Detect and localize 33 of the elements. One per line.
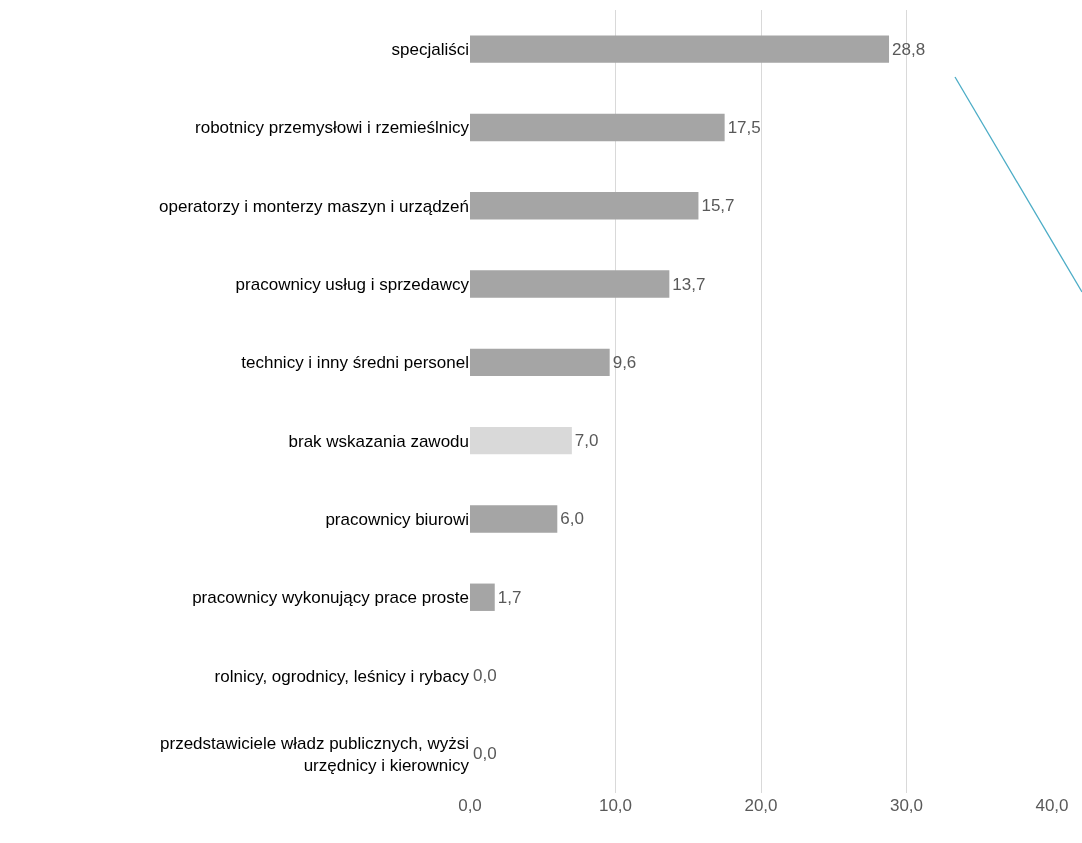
data-label: 0,0 bbox=[473, 666, 497, 686]
data-label: 28,8 bbox=[892, 39, 926, 59]
y-tick-label: brak wskazania zawodu bbox=[288, 431, 469, 451]
y-tick-label: rolnicy, ogrodnicy, leśnicy i rybacy bbox=[214, 666, 470, 686]
y-tick-label: specjaliści bbox=[391, 40, 469, 60]
bar bbox=[470, 270, 670, 298]
bar bbox=[470, 583, 495, 611]
data-label: 17,5 bbox=[727, 117, 761, 137]
bar bbox=[470, 426, 572, 455]
x-tick-label: 30,0 bbox=[889, 796, 924, 815]
x-tick-label: 40,0 bbox=[1035, 796, 1069, 815]
data-label: 9,6 bbox=[612, 352, 637, 372]
bar bbox=[470, 192, 699, 220]
bar bbox=[470, 113, 725, 142]
y-tick-label: pracownicy usług i sprzedawcy bbox=[235, 275, 470, 294]
y-tick-label: pracownicy biurowi bbox=[325, 509, 469, 529]
data-label: 13,7 bbox=[672, 274, 706, 294]
y-tick-label: przedstawiciele władz publicznych, wyżsi urzędnicy i kierownicy bbox=[160, 733, 470, 775]
bar bbox=[470, 505, 558, 533]
data-label: 7,0 bbox=[574, 431, 599, 451]
bar bbox=[470, 348, 610, 377]
data-label: 1,7 bbox=[497, 587, 522, 607]
x-tick-label: 20,0 bbox=[744, 796, 778, 815]
data-label: 6,0 bbox=[560, 509, 584, 529]
data-label: 15,7 bbox=[701, 196, 735, 216]
x-tick-label: 0,0 bbox=[458, 796, 482, 815]
y-tick-label: technicy i inny średni personel bbox=[241, 353, 469, 373]
data-label: 0,0 bbox=[473, 744, 497, 764]
x-tick-label: 10,0 bbox=[598, 796, 633, 815]
y-tick-label: pracownicy wykonujący prace proste bbox=[192, 588, 469, 608]
y-tick-label: robotnicy przemysłowi i rzemieślnicy bbox=[195, 118, 470, 138]
y-tick-label: operatorzy i monterzy maszyn i urządzeń bbox=[159, 196, 469, 216]
bar bbox=[470, 35, 890, 63]
